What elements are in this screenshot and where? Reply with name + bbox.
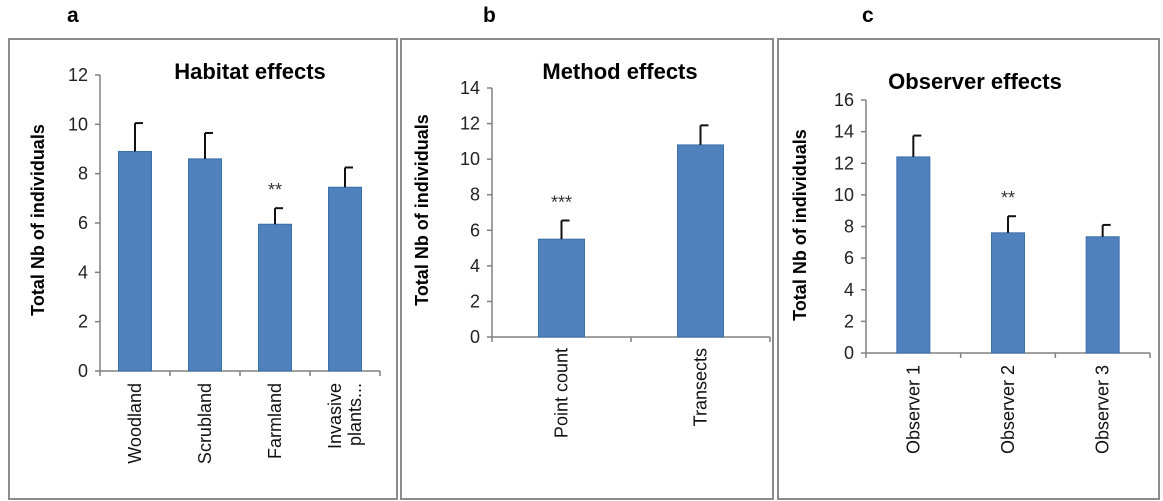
panel-3-y-tick-label: 16 [834,90,854,110]
panel-3-y-tick-label: 2 [844,311,854,331]
panel-1-x-tick-label: Woodland [125,383,145,464]
panel-1-y-tick-label: 10 [68,114,88,134]
panel-3-bar [1085,236,1120,354]
panel-3-x-tick-label: Observer 1 [903,365,923,454]
panel-3-bar [896,156,931,354]
panel-3-chart-title: Observer effects [888,69,1062,94]
panel-2-x-tick-label: Point count [552,348,572,438]
panel-1-bar [188,158,222,372]
panel-2-y-tick-label: 12 [460,114,480,134]
panel-3-y-tick-label: 14 [834,122,854,142]
panel-3-y-tick-label: 4 [844,280,854,300]
panel-1-y-axis-label: Total Nb of individuals [28,124,48,316]
panel-2-x-tick-label: Transects [691,348,711,426]
panel-1-x-tick-label: Farmland [265,383,285,459]
panel-3-bar [991,232,1025,354]
panel-3-x-tick-label: Observer 2 [998,365,1018,454]
panel-1-y-tick-label: 2 [78,312,88,332]
panel-2-bar [538,238,585,338]
panel-2-y-tick-label: 2 [470,291,480,311]
panel-frame-a [8,38,398,500]
panel-2-significance-label: *** [551,193,572,213]
panel-1-x-tick-label: plants... [345,383,365,446]
panel-1-bar [328,186,362,372]
panel-1-y-tick-label: 8 [78,164,88,184]
panel-1-chart-title: Habitat effects [174,59,326,84]
panel-1-bar [258,223,292,372]
panel-label-a: a [67,4,79,27]
panel-1-bar [118,150,152,372]
panel-frame-b [400,38,774,500]
panel-2-y-tick-label: 14 [460,78,480,98]
panel-2-y-tick-label: 6 [470,220,480,240]
panel-2-chart-title: Method effects [542,59,697,84]
panel-frame-c [777,38,1160,500]
panel-3-y-axis-label: Total Nb of individuals [790,129,810,321]
panel-2-y-tick-label: 8 [470,185,480,205]
panel-1-significance-label: ** [268,180,282,200]
panel-2-bar [677,144,724,338]
panel-3-y-tick-label: 12 [834,153,854,173]
panel-2-y-tick-label: 10 [460,149,480,169]
panel-2-y-tick-label: 4 [470,256,480,276]
panel-2-y-tick-label: 0 [470,327,480,347]
panel-3-y-tick-label: 0 [844,343,854,363]
panel-3-x-tick-label: Observer 3 [1093,365,1113,454]
panel-label-c: c [862,4,874,27]
panel-3-y-tick-label: 6 [844,248,854,268]
panel-1-x-tick-label: Scrubland [195,383,215,464]
panel-1-y-tick-label: 6 [78,213,88,233]
panel-1-y-tick-label: 0 [78,361,88,381]
panel-3-significance-label: ** [1001,188,1015,208]
panel-label-b: b [483,4,496,27]
panel-3-y-tick-label: 10 [834,185,854,205]
panel-3-y-tick-label: 8 [844,217,854,237]
panel-1-y-tick-label: 4 [78,262,88,282]
panel-1-x-tick-label: Invasive [325,383,345,449]
panel-2-y-axis-label: Total Nb of individuals [412,114,432,306]
panel-1-y-tick-label: 12 [68,65,88,85]
